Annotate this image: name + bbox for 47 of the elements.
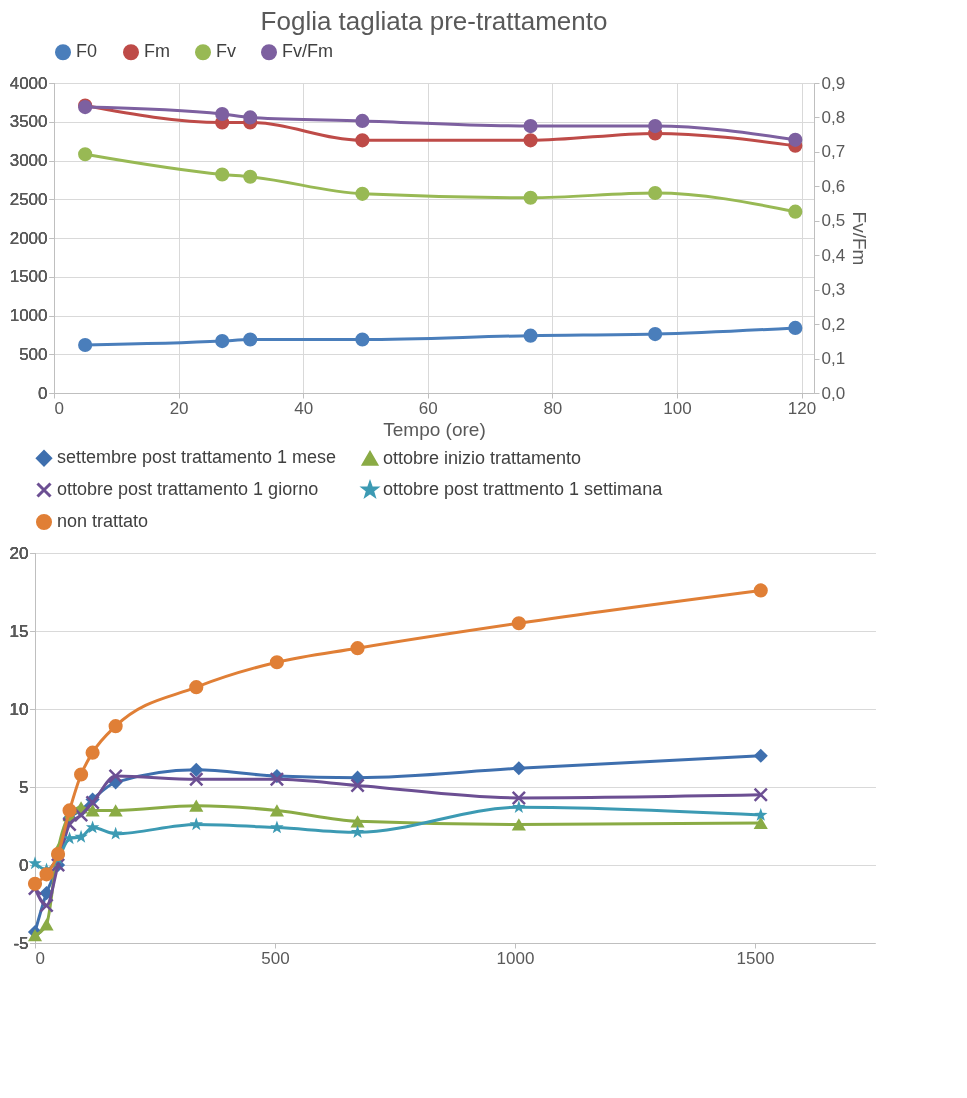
x-tick-label: 20 [169, 398, 189, 418]
y-tick-label: -5 [13, 933, 29, 953]
y-tick-label: 0 [38, 383, 48, 403]
x-tick-label: 120 [787, 398, 817, 418]
legend-label: ottobre post trattmento 1 settimana [383, 479, 664, 499]
y-tick-label: 20 [9, 543, 29, 563]
legend-label: Fm [144, 41, 170, 62]
y2-tick-label: 0,9 [821, 73, 846, 93]
y-tick-label: 10 [9, 699, 29, 719]
legend-label: F0 [76, 41, 98, 62]
x-tick-label: 0 [54, 398, 64, 418]
legend-label: settembre post trattamento 1 mese [57, 447, 337, 468]
x-tick-label: 80 [543, 398, 563, 418]
y2-axis-title: Fv/Fm [849, 211, 871, 266]
y2-tick-label: 0,6 [821, 176, 846, 196]
y-tick-label: 3000 [9, 151, 48, 170]
legend-label: ottobre inizio trattamento [383, 447, 582, 468]
y2-tick-label: 0,3 [821, 280, 846, 300]
y-tick-label: 0 [19, 855, 29, 875]
x-tick-label: 1000 [496, 948, 535, 968]
y-tick-label: 1000 [9, 306, 48, 325]
y-tick-label: 3500 [9, 112, 48, 132]
y2-tick-label: 0,2 [821, 314, 846, 334]
x-tick-label: 500 [261, 948, 290, 968]
legend-label: ottobre post trattamento 1 giorno [57, 479, 319, 499]
y2-tick-label: 0,1 [821, 349, 846, 369]
y-tick-label: 15 [9, 621, 29, 641]
y2-tick-label: 0,7 [821, 142, 846, 162]
legend-label: non trattato [57, 511, 149, 531]
y2-tick-label: 0,0 [821, 383, 846, 403]
x-axis-title: Tempo (ore) [383, 418, 486, 440]
x-tick-label: 60 [418, 398, 438, 418]
y-tick-label: 2500 [9, 189, 48, 209]
y2-tick-label: 0,4 [821, 245, 846, 265]
y-tick-label: 5 [19, 777, 29, 797]
y-tick-label: 1500 [9, 267, 48, 287]
x-tick-label: 100 [663, 398, 692, 418]
y2-tick-label: 0,5 [821, 211, 846, 231]
x-tick-label: 40 [294, 398, 314, 418]
y-tick-label: 500 [19, 344, 48, 364]
x-tick-label: 1500 [736, 948, 775, 968]
chart-title: Foglia tagliata pre-trattamento [260, 6, 608, 36]
legend-label: Fv [216, 41, 236, 62]
y2-tick-label: 0,8 [821, 107, 846, 127]
legend-label: Fv/Fm [282, 41, 333, 62]
y-tick-label: 4000 [9, 73, 48, 93]
y-tick-label: 2000 [9, 228, 48, 248]
